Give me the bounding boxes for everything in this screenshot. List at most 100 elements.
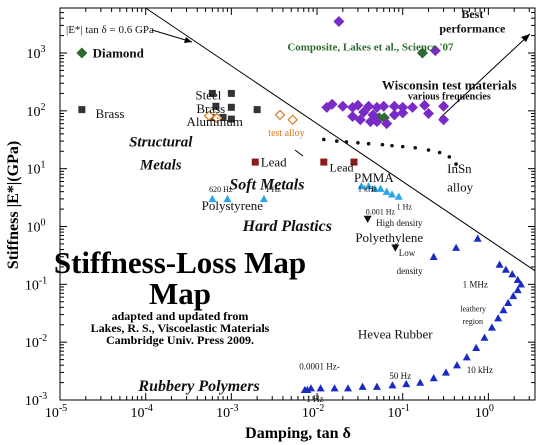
data-point [388, 190, 397, 198]
data-point [423, 107, 435, 119]
annotation-label: Lead [330, 161, 354, 175]
data-point [509, 291, 518, 300]
data-point [508, 270, 517, 278]
data-point [352, 99, 364, 111]
diagonal-line-label: |E*| tan δ = 0.6 GPa [66, 24, 154, 36]
annotation-label: 0.0001 Hz- [299, 362, 340, 372]
annotation-label: test alloy [268, 128, 304, 139]
data-point [330, 384, 339, 392]
annotation-label: 1 Hz [306, 394, 323, 404]
annotation-label: Rubbery Polymers [137, 378, 259, 395]
data-point [364, 182, 373, 190]
x-tick-label: 10-1 [388, 403, 410, 421]
annotation-label: Low [399, 248, 416, 258]
data-point [429, 252, 438, 260]
data-point [487, 323, 496, 331]
annotation-label: Brass [96, 106, 125, 121]
label-arrow-head [184, 37, 192, 43]
data-point [499, 305, 508, 314]
data-point [350, 158, 358, 166]
data-point [501, 265, 510, 273]
x-tick-label: 100 [475, 403, 494, 421]
annotation-label: Metals [139, 157, 182, 173]
pointer-line [294, 149, 304, 157]
y-tick-label: 101 [27, 160, 46, 178]
chart-subtitle-line-1: adapted and updated from [112, 309, 249, 323]
chart-subtitle-line-2: Lakes, R. S., Viscoelastic Materials [91, 321, 270, 335]
data-point [452, 243, 461, 251]
x-axis-label: Damping, tan δ [245, 425, 351, 442]
data-point [426, 148, 431, 152]
series-8 [363, 215, 400, 252]
data-point [364, 116, 376, 128]
data-point [419, 99, 431, 111]
y-tick-exponent: -2 [39, 333, 47, 344]
data-point [227, 89, 235, 97]
data-point [208, 194, 217, 203]
data-point [76, 47, 88, 59]
annotation-label: 10 kHz [467, 365, 493, 375]
data-point [394, 192, 403, 200]
annotation-label: PMMA [354, 170, 394, 185]
data-point [253, 106, 261, 114]
x-tick-label: 10-3 [216, 403, 238, 421]
data-point [400, 144, 405, 149]
series-7 [208, 182, 403, 203]
data-point [357, 182, 366, 190]
chart-title: Stiffness-Loss Map [54, 245, 306, 280]
data-point [472, 343, 481, 351]
x-tick-exponent: 0 [489, 403, 494, 414]
data-point [211, 112, 223, 124]
x-tick-exponent: -3 [230, 403, 238, 414]
annotation-label: 50 Hz [389, 371, 411, 381]
data-point [382, 187, 391, 195]
annotation-label: 1 Hz [265, 185, 281, 194]
y-tick-label: 102 [27, 102, 46, 120]
data-point [380, 142, 385, 147]
series-6 [322, 137, 458, 166]
data-point [363, 215, 372, 223]
data-point [447, 155, 452, 159]
series-0 [76, 47, 88, 59]
annotation-label: Structural [129, 134, 193, 150]
y-tick-label: 103 [27, 44, 46, 62]
data-point [344, 384, 353, 392]
data-point [454, 162, 458, 166]
data-point [371, 101, 383, 113]
annotation-label: Wisconsin test materials [382, 78, 517, 93]
data-point [494, 314, 503, 322]
data-point [513, 285, 522, 294]
annotation-label: Steel [195, 87, 221, 102]
annotation-label: 1 kHz [358, 185, 378, 194]
annotation-label: Hevea Rubber [358, 326, 433, 341]
y-tick-exponent: -3 [39, 391, 47, 402]
data-point [371, 116, 383, 128]
annotation-label: Polystyrene [202, 198, 264, 213]
data-point [227, 103, 235, 111]
data-point [251, 158, 259, 166]
annotation-label: Polyethylene [355, 230, 423, 245]
data-point [495, 260, 504, 268]
y-tick-exponent: 0 [41, 218, 46, 229]
data-point [378, 100, 390, 112]
y-tick-exponent: 3 [41, 44, 46, 55]
x-tick-label: 10-5 [45, 403, 67, 421]
data-point [473, 234, 482, 242]
data-point [78, 106, 86, 114]
data-point [316, 384, 325, 392]
data-point [208, 89, 216, 97]
data-point [356, 141, 360, 145]
series-4 [251, 158, 358, 166]
chart-subtitle-line-3: Cambridge Univ. Press 2009. [106, 333, 254, 347]
x-tick-label: 10-4 [131, 403, 153, 421]
annotation-label: Brass [196, 101, 225, 116]
annotation-label: InSn [447, 161, 472, 176]
x-tick-label: 10-2 [302, 403, 324, 421]
annotation-label: Composite, Lakes et al., Science '07 [287, 41, 454, 53]
data-point [381, 118, 393, 130]
x-tick-exponent: -5 [59, 403, 67, 414]
reference-line-layer [145, 7, 536, 272]
y-tick-label: 10-3 [25, 391, 47, 409]
annotation-label: 1 Hz [397, 202, 413, 211]
data-point [333, 16, 345, 28]
